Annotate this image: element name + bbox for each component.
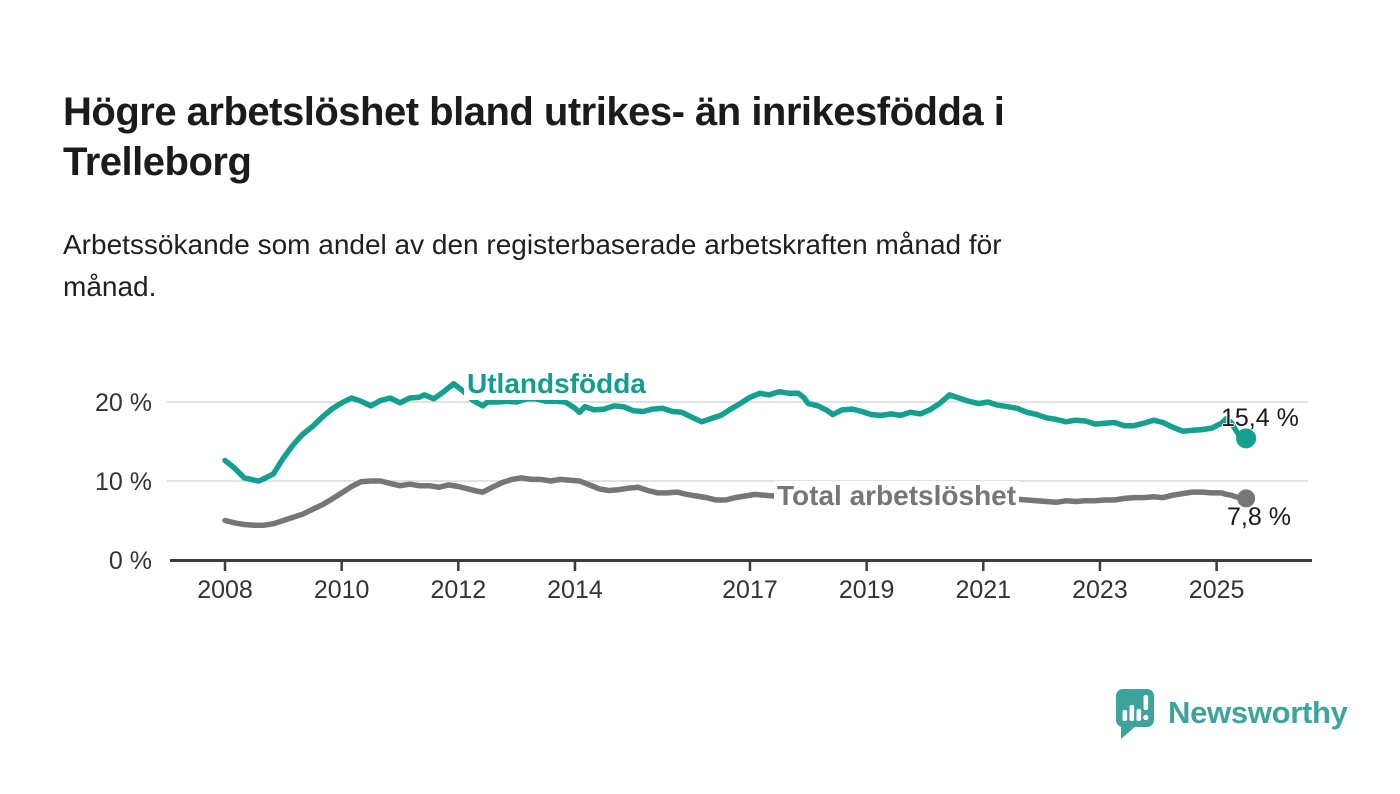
x-axis-label-2012: 2012 [431, 576, 487, 604]
page-subtitle-line-1: Arbetssökande som andel av den registerb… [63, 229, 1002, 260]
newsworthy-logo-text: Newsworthy [1168, 695, 1348, 730]
series-line-total [222, 475, 1244, 528]
series-label-utlandsfodda: Utlandsfödda [464, 368, 649, 400]
x-axis-label-2023: 2023 [1072, 576, 1128, 604]
y-axis-label-20: 20 % [95, 389, 152, 417]
page-title-line-1: Högre arbetslöshet bland utrikes- än inr… [63, 89, 1005, 134]
x-axis-label-2021: 2021 [955, 576, 1011, 604]
logo-exclamation-dot [1143, 714, 1149, 721]
end-value-total-arbetsloshet: 7,8 % [1227, 503, 1291, 531]
x-axis-label-2019: 2019 [839, 576, 895, 604]
logo-bubble-tail [1121, 723, 1136, 739]
end-dot-utlandsfodda [1236, 428, 1257, 449]
page-subtitle-line-2: månad. [63, 271, 157, 302]
newsworthy-logo: Newsworthy [1115, 686, 1348, 740]
page-title-line-2: Trelleborg [63, 140, 252, 185]
logo-exclamation-bar [1143, 695, 1149, 710]
y-axis-label-10: 10 % [95, 468, 152, 496]
y-axis-label-0: 0 % [109, 547, 152, 575]
x-axis-label-2008: 2008 [197, 576, 253, 604]
logo-bar-2 [1129, 705, 1135, 721]
x-axis-label-2017: 2017 [722, 576, 778, 604]
x-axis-label-2025: 2025 [1189, 576, 1245, 604]
end-value-utlandsfodda: 15,4 % [1221, 404, 1299, 432]
logo-bar-3 [1136, 709, 1142, 721]
series-line-utlandsfodda [222, 381, 1244, 484]
logo-bar-1 [1122, 710, 1128, 721]
newsworthy-logo-icon [1116, 689, 1154, 739]
x-axis-label-2014: 2014 [547, 576, 603, 604]
page-title: Högre arbetslöshet bland utrikes- än inr… [63, 87, 1313, 188]
end-dot-total [1237, 489, 1256, 508]
series-label-total-arbetsloshet: Total arbetslöshet [774, 480, 1020, 512]
logo-bubble [1116, 689, 1154, 727]
x-axis-label-2010: 2010 [314, 576, 370, 604]
page-subtitle: Arbetssökande som andel av den registerb… [63, 224, 1313, 308]
